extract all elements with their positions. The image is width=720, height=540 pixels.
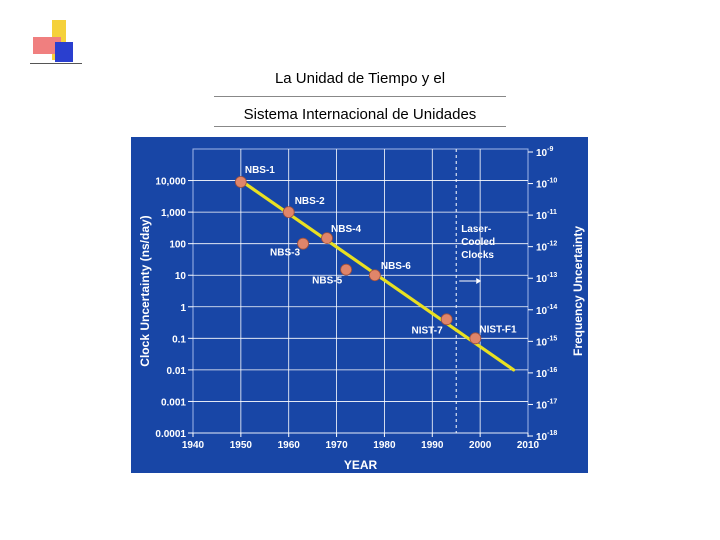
x-tick-label: 1950 [230, 440, 253, 451]
title-underline-1 [214, 96, 506, 97]
y-tick-label: 1,000 [161, 208, 186, 219]
annotation-line: Cooled [461, 237, 495, 248]
grid-lines [192, 148, 529, 434]
y2-tick-label: 10-9 [536, 146, 553, 159]
slide-title-line-2: Sistema Internacional de Unidades [243, 106, 477, 123]
x-tick-label: 1970 [325, 440, 348, 451]
data-point-label: NIST-F1 [479, 324, 517, 335]
chart-panel: 1940 1950 1960 1970 1980 1990 2000 2010 10,000 1,… [131, 137, 588, 473]
data-point [234, 176, 247, 188]
data-point [340, 263, 353, 276]
y-tick-label: 10,000 [155, 177, 186, 188]
data-point [282, 206, 295, 219]
data-point-label: NBS-1 [245, 165, 275, 176]
y-tick-label: 1 [180, 303, 186, 314]
y-axis-title: Clock Uncertainty (ns/day) [138, 215, 152, 366]
y-tick-label: 10 [175, 271, 187, 282]
decorative-logo [30, 20, 82, 70]
x-tick-label: 2000 [469, 440, 492, 451]
y2-tick-label: 10-12 [536, 241, 557, 254]
y2-tick-label: 10-14 [536, 304, 557, 317]
logo-graphic [30, 20, 82, 64]
x-tick-label: 2010 [517, 440, 540, 451]
logo-blue-block [55, 42, 73, 62]
y-tick-label: 0.001 [161, 397, 186, 408]
y2-tick-label: 10-17 [536, 398, 557, 411]
x-axis-title: YEAR [344, 458, 378, 472]
y2-tick-label: 10-18 [536, 430, 557, 443]
y2-tick-label: 10-10 [536, 178, 557, 191]
data-point-label: NBS-5 [312, 276, 342, 287]
data-point [297, 237, 309, 250]
annotation-line: Laser- [461, 224, 491, 235]
y-tick-label: 0.0001 [155, 429, 186, 440]
title-underline-2 [214, 126, 506, 127]
x-tick-label: 1940 [182, 440, 205, 451]
logo-rule [30, 63, 82, 64]
data-point-label: NBS-3 [270, 248, 300, 259]
y-tick-label: 100 [169, 240, 186, 251]
clock-uncertainty-chart: 1940 1950 1960 1970 1980 1990 2000 2010 10,000 1,… [131, 137, 588, 473]
y-tick-label: 0.1 [172, 334, 186, 345]
x-tick-label: 1960 [278, 440, 301, 451]
y2-tick-label: 10-16 [536, 367, 557, 380]
data-point-label: NBS-6 [381, 261, 411, 272]
y2-axis-title: Frequency Uncertainty [571, 226, 585, 356]
annotation-line: Clocks [461, 250, 494, 261]
y2-tick-label: 10-13 [536, 272, 557, 285]
axes [188, 151, 533, 437]
y2-tick-label: 10-15 [536, 335, 557, 348]
y2-tick-label: 10-11 [536, 209, 557, 222]
chart-background [131, 137, 588, 473]
data-point-label: NBS-4 [331, 224, 361, 235]
x-tick-label: 1980 [373, 440, 396, 451]
axis-labels: 1940 1950 1960 1970 1980 1990 2000 2010 10,000 1,… [138, 146, 585, 472]
data-point [368, 269, 381, 282]
logo-red-block [33, 37, 61, 54]
data-point-label: NBS-2 [295, 196, 325, 207]
data-point [321, 232, 333, 245]
slide-title-line-1: La Unidad de Tiempo y el [274, 70, 446, 87]
y-tick-label: 0.01 [167, 366, 187, 377]
data-point [469, 332, 482, 345]
data-marks [234, 149, 516, 433]
x-tick-label: 1990 [421, 440, 444, 451]
data-point-label: NIST-7 [412, 325, 444, 336]
data-point [440, 313, 453, 326]
annotation-arrow-head [476, 278, 482, 284]
